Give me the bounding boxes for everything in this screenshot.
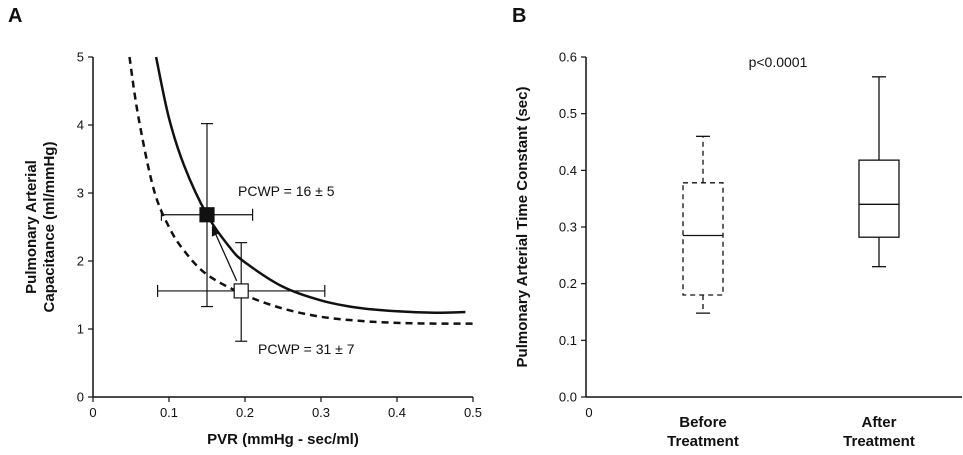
panel-b-axes: 0 0.0 0.1 0.2 0.3 0.4 0.5 0.6 (559, 50, 962, 420)
panel-a-x-tick-label: 0.4 (388, 405, 406, 420)
panel-b: B 0 0.0 0.1 0.2 0.3 0.4 0.5 0.6 Before Treatment… (512, 5, 962, 450)
panel-a-y-tick-label: 2 (77, 254, 84, 269)
panel-a-points: PCWP = 16 ± 5 PCWP = 31 ± 7 (157, 123, 355, 357)
panel-a-y-tick-label: 4 (77, 118, 84, 133)
panel-b-letter: B (512, 5, 526, 27)
panel-a-axes: 0 0.1 0.2 0.3 0.4 0.5 0 1 2 3 4 5 (77, 50, 482, 421)
point-label-pcwp-31: PCWP = 31 ± 7 (258, 341, 355, 357)
before-category-label-line-1: Before (679, 414, 727, 431)
panel-b-y-axis-title: Pulmonary Arterial Time Constant (sec) (514, 87, 531, 368)
panel-b-boxes: Before Treatment After Treatment (667, 76, 915, 450)
panel-a-x-tick-label: 0.1 (160, 405, 178, 420)
panel-b-y-tick-label: 0.6 (559, 50, 577, 65)
panel-a-y-tick-label: 1 (77, 322, 84, 337)
panel-a-x-tick-label: 0.5 (464, 405, 482, 420)
point-label-pcwp-16: PCWP = 16 ± 5 (238, 183, 335, 199)
panel-a-x-tick-label: 0.3 (312, 405, 330, 420)
panel-b-y-tick-label: 0.4 (559, 163, 577, 178)
after-box (858, 159, 900, 238)
panel-a-y-tick-label: 3 (77, 186, 84, 201)
panel-b-y-tick-label: 0.3 (559, 220, 577, 235)
panel-b-x-tick-label-zero: 0 (585, 405, 592, 420)
panel-a-arrow-shaft (215, 234, 238, 282)
after-category-label-line-1: After (861, 414, 896, 431)
panel-a-y-axis-title-line-2: Capacitance (ml/mmHg) (41, 142, 58, 313)
panel-b-y-tick-label: 0.5 (559, 106, 577, 121)
panel-a-y-axis-title-line-1: Pulmonary Arterial (23, 160, 40, 294)
before-box (682, 182, 724, 296)
panel-a-solid-curve (154, 56, 466, 314)
panel-a-arrow-head (211, 225, 221, 237)
filled-square-marker (199, 207, 215, 223)
panel-a-x-axis-title: PVR (mmHg - sec/ml) (207, 431, 359, 448)
panel-a-y-tick-label: 0 (77, 390, 84, 405)
before-category-label-line-2: Treatment (667, 433, 739, 450)
panel-a-x-tick-label: 0.2 (236, 405, 254, 420)
panel-b-y-tick-label: 0.1 (559, 333, 577, 348)
panel-a-y-tick-label: 5 (77, 50, 84, 65)
panel-b-y-tick-label: 0.2 (559, 276, 577, 291)
panel-a-x-tick-label: 0 (89, 405, 96, 420)
panel-b-p-value: p<0.0001 (749, 54, 808, 70)
panel-b-y-tick-label: 0.0 (559, 390, 577, 405)
open-square-marker (233, 283, 249, 299)
panel-a-letter: A (8, 5, 22, 27)
after-category-label-line-2: Treatment (843, 433, 915, 450)
